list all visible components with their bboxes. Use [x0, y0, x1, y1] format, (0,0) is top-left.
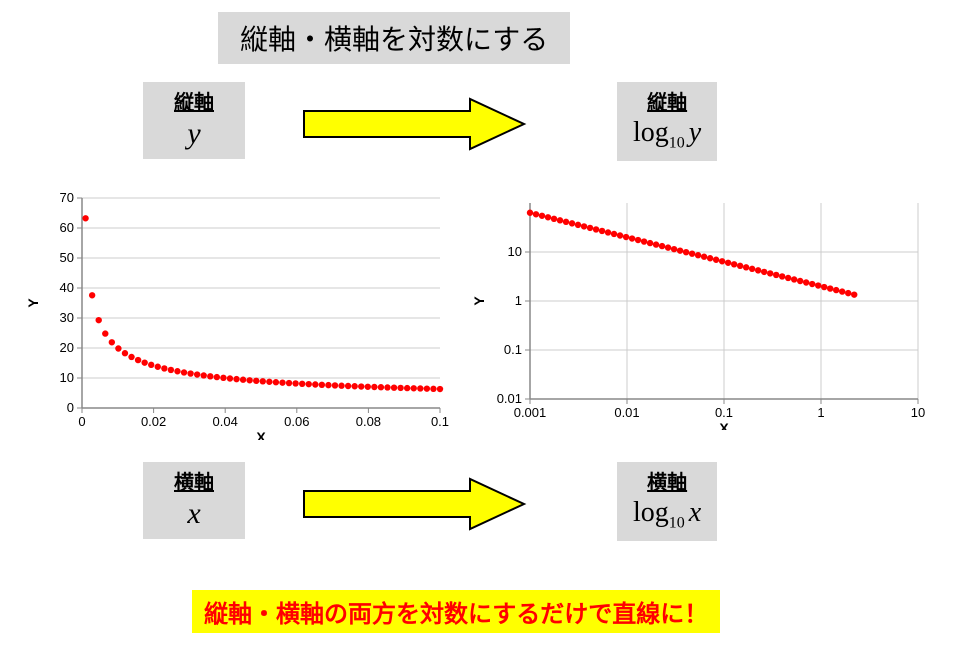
label-y-var: y: [159, 117, 229, 151]
svg-text:30: 30: [60, 310, 74, 325]
svg-text:20: 20: [60, 340, 74, 355]
label-box-x: 横軸 x: [143, 462, 245, 539]
svg-text:10: 10: [508, 244, 522, 259]
label-x-hdr: 横軸: [159, 466, 229, 495]
logx-sub: 10: [669, 515, 685, 532]
svg-text:Y: Y: [471, 296, 487, 306]
svg-text:70: 70: [60, 190, 74, 205]
log-sub: 10: [669, 135, 685, 152]
svg-text:0: 0: [67, 400, 74, 415]
svg-text:X: X: [256, 429, 266, 440]
svg-text:0.1: 0.1: [715, 405, 733, 420]
label-box-logx: 横軸 log10x: [617, 462, 717, 541]
chart-loglog: 0.0010.010.11100.010.1110XY: [470, 195, 930, 430]
chart-linear: 0 0.02 0.04 0.06 0.08 0.1 0 10 20 30 40 50 60 70 X Y: [20, 190, 450, 440]
svg-text:0.04: 0.04: [213, 414, 238, 429]
svg-text:0.02: 0.02: [141, 414, 166, 429]
label-logx-expr: log10x: [633, 497, 701, 533]
page-title: 縦軸・横軸を対数にする: [218, 12, 570, 64]
log-text: log: [633, 117, 669, 148]
svg-text:0.08: 0.08: [356, 414, 381, 429]
svg-text:1: 1: [817, 405, 824, 420]
logx-text: log: [633, 497, 669, 528]
label-logx-hdr: 横軸: [633, 466, 701, 495]
arrow-bottom: [300, 475, 530, 533]
svg-text:0: 0: [78, 414, 85, 429]
label-logy-expr: log10y: [633, 117, 701, 153]
svg-text:0.01: 0.01: [614, 405, 639, 420]
arrow-shape: [304, 99, 524, 149]
svg-text:0.1: 0.1: [431, 414, 449, 429]
arrow-top: [300, 95, 530, 153]
label-y-hdr: 縦軸: [159, 86, 229, 115]
svg-text:1: 1: [515, 293, 522, 308]
svg-text:60: 60: [60, 220, 74, 235]
label-logy-hdr: 縦軸: [633, 86, 701, 115]
svg-text:Y: Y: [25, 298, 41, 308]
label-box-logy: 縦軸 log10y: [617, 82, 717, 161]
svg-text:0.06: 0.06: [284, 414, 309, 429]
svg-text:0.1: 0.1: [504, 342, 522, 357]
svg-text:0.001: 0.001: [514, 405, 547, 420]
summary-banner: 縦軸・横軸の両方を対数にするだけで直線に！: [192, 590, 720, 633]
arrow-shape: [304, 479, 524, 529]
logx-var: x: [689, 497, 701, 528]
svg-text:10: 10: [911, 405, 925, 420]
svg-text:40: 40: [60, 280, 74, 295]
label-box-y: 縦軸 y: [143, 82, 245, 159]
svg-text:0.01: 0.01: [497, 391, 522, 406]
svg-text:10: 10: [60, 370, 74, 385]
svg-text:50: 50: [60, 250, 74, 265]
svg-text:X: X: [719, 420, 729, 430]
log-var: y: [689, 117, 701, 148]
label-x-var: x: [159, 497, 229, 531]
